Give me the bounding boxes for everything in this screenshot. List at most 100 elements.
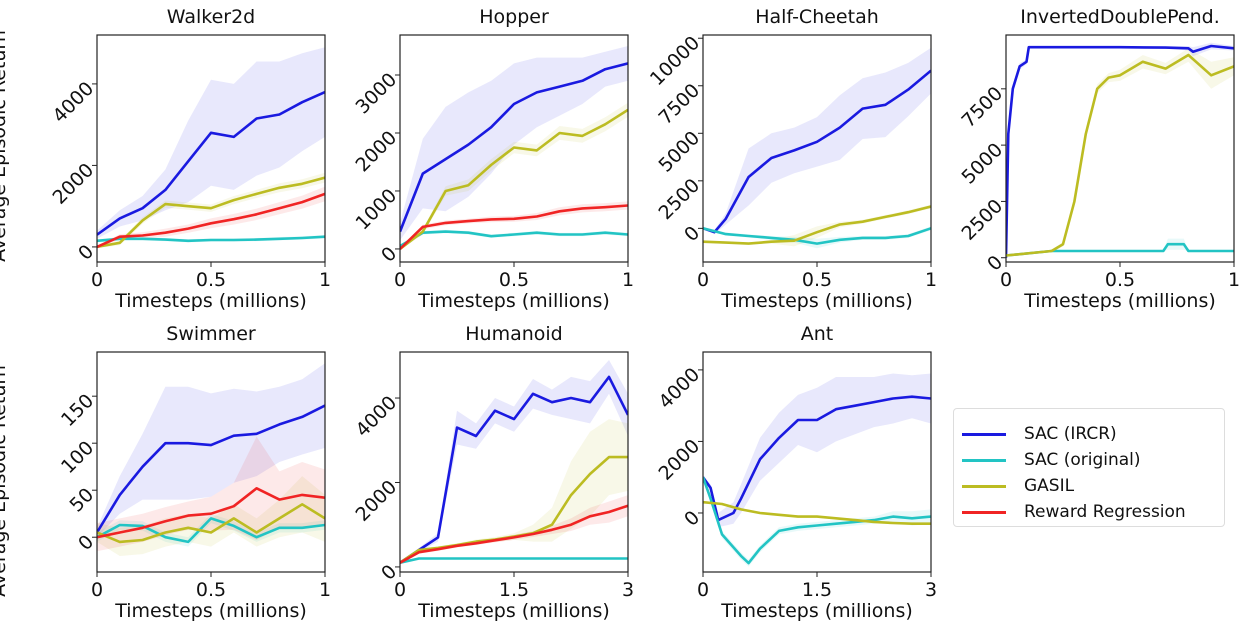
axes: 0 1.5 3 0 2000 4000 (654, 351, 937, 601)
y-tick-label: 0 (377, 243, 401, 267)
legend-item-reward-regression: Reward Regression (962, 497, 1186, 527)
subplot-walker2d: Walker2d Average Episodic Return 0 0.5 1 0 2… (0, 6, 331, 312)
y-tick-label: 10000 (646, 32, 704, 90)
line-gasil (400, 108, 628, 251)
legend-item-gasil: GASIL (962, 471, 1074, 501)
y-tick-label: 7500 (957, 82, 1007, 132)
line-sac-ircr (400, 375, 628, 564)
legend-label: Reward Regression (1024, 502, 1186, 522)
band-sac-ircr (703, 373, 931, 528)
subplot-hopper: Hopper 0 0.5 1 0 1000 2000 3000 Timesteps (mil… (351, 6, 634, 312)
x-tick-label: 1 (319, 269, 331, 291)
y-tick-label: 2000 (654, 435, 704, 485)
line-sac-original (97, 235, 325, 243)
subplot-title: Hopper (479, 6, 549, 28)
x-tick-label: 1 (622, 269, 634, 291)
x-tick-label: 1.5 (499, 579, 529, 601)
subplot-title: InvertedDoublePend. (1020, 6, 1220, 28)
x-axis-label: Timesteps (millions) (418, 600, 610, 622)
line-reward-regression (400, 504, 628, 564)
band-sac-ircr (400, 360, 628, 564)
legend-swatch (962, 510, 1006, 514)
line-reward-regression (97, 487, 325, 539)
band-sac-original (703, 475, 931, 567)
x-tick-label: 3 (622, 579, 634, 601)
line-sac-ircr (703, 69, 931, 234)
x-tick-label: 1 (925, 269, 937, 291)
line-sac-original (400, 230, 628, 248)
line-gasil (1006, 53, 1234, 257)
subplot-ant: Ant 0 1.5 3 0 2000 4000 Timesteps (millions) (654, 323, 937, 622)
x-tick-label: 0.5 (196, 269, 226, 291)
subplot-title: Swimmer (166, 323, 256, 345)
band-reward-regression (400, 201, 628, 251)
legend-item-sac-ircr: SAC (IRCR) (962, 419, 1117, 449)
y-tick-label: 3000 (351, 69, 401, 119)
x-tick-label: 0.5 (499, 269, 529, 291)
y-tick-label: 2000 (48, 159, 98, 209)
band-sac-ircr (97, 47, 325, 239)
band-sac-ircr (97, 363, 325, 538)
band-gasil (400, 419, 628, 564)
y-tick-label: 4000 (48, 78, 98, 128)
y-axis-label: Average Episodic Return (0, 365, 10, 597)
x-axis-label: Timesteps (millions) (721, 600, 913, 622)
subplot-inverted-double-pendulum: InvertedDoublePend. 0 0.5 1 0 2500 5000 7500 T… (957, 6, 1240, 312)
legend-label: SAC (IRCR) (1024, 424, 1117, 444)
band-sac-original (97, 513, 325, 547)
y-tick-label: 0 (680, 507, 704, 531)
y-tick-label: 1000 (351, 185, 401, 235)
x-tick-label: 0 (697, 579, 709, 601)
line-sac-original (1006, 242, 1234, 257)
y-tick-label: 2500 (957, 195, 1007, 245)
line-gasil (97, 503, 325, 544)
y-tick-label: 2000 (351, 127, 401, 177)
subplot-humanoid: Humanoid 0 1.5 3 0 2000 4000 Timesteps (milli… (351, 323, 634, 622)
line-sac-ircr (97, 404, 325, 534)
y-tick-label: 50 (66, 484, 99, 517)
line-sac-ircr (97, 90, 325, 236)
legend-swatch (962, 458, 1006, 462)
x-tick-label: 1 (1228, 269, 1240, 291)
x-axis-label: Timesteps (millions) (115, 290, 307, 312)
x-tick-label: 0.5 (1105, 269, 1135, 291)
subplot-half-cheetah: Half-Cheetah 0 0.5 1 0 2500 5000 7500 10000 Tim… (646, 6, 937, 312)
y-tick-label: 2000 (351, 476, 401, 526)
y-tick-label: 4000 (654, 364, 704, 414)
line-sac-ircr (1006, 44, 1234, 258)
band-sac-ircr (400, 46, 628, 241)
y-tick-label: 0 (74, 531, 98, 555)
x-tick-label: 3 (925, 579, 937, 601)
x-axis-label: Timesteps (millions) (115, 600, 307, 622)
x-tick-label: 1.5 (802, 579, 832, 601)
subplot-swimmer: Swimmer Average Episodic Return 0 0.5 1 0 50… (0, 323, 331, 622)
band-gasil (1006, 48, 1234, 257)
x-axis-label: Timesteps (millions) (1024, 290, 1216, 312)
band-gasil (400, 102, 628, 251)
y-tick-label: 5000 (654, 127, 704, 177)
x-axis-label: Timesteps (millions) (418, 290, 610, 312)
subplot-title: Walker2d (166, 6, 256, 28)
line-sac-original (703, 476, 931, 565)
x-tick-label: 0.5 (802, 269, 832, 291)
axes: 0 0.5 1 0 1000 2000 3000 (351, 34, 634, 291)
subplot-title: Humanoid (465, 323, 563, 345)
legend-swatch (962, 484, 1006, 488)
band-reward-regression (97, 186, 325, 249)
line-reward-regression (97, 192, 325, 249)
legend-item-sac-original: SAC (original) (962, 445, 1141, 475)
x-tick-label: 0 (394, 579, 406, 601)
x-tick-label: 0 (697, 269, 709, 291)
x-tick-label: 0 (1000, 269, 1012, 291)
line-sac-original (97, 517, 325, 544)
x-tick-label: 0 (91, 579, 103, 601)
subplot-title: Half-Cheetah (755, 6, 879, 28)
line-sac-original (400, 557, 628, 564)
legend-label: GASIL (1024, 476, 1075, 496)
line-sac-original (703, 227, 931, 245)
x-tick-label: 0 (394, 269, 406, 291)
x-tick-label: 0 (91, 269, 103, 291)
